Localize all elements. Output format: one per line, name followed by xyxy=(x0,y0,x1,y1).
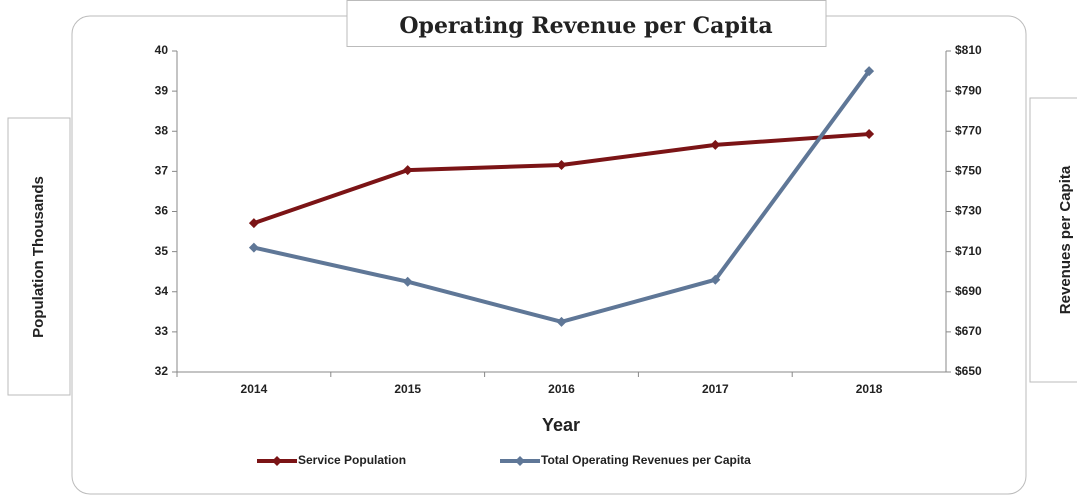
y-label-box xyxy=(7,117,71,396)
y2-tick-label: $750 xyxy=(955,164,982,178)
y2-tick-label: $690 xyxy=(955,284,982,298)
x-axis-label: Year xyxy=(542,415,580,435)
y2-tick-label: $790 xyxy=(955,83,982,97)
x-tick-label: 2015 xyxy=(394,382,421,396)
title-box xyxy=(346,0,827,47)
y2-tick-label: $770 xyxy=(955,123,982,137)
legend-marker xyxy=(515,456,525,466)
data-point xyxy=(710,139,721,150)
data-point xyxy=(710,274,721,285)
x-tick-label: 2017 xyxy=(702,382,729,396)
legend-label: Service Population xyxy=(298,453,406,467)
legend-marker xyxy=(272,456,282,466)
y-axis-label: Population Thousands xyxy=(30,176,47,338)
y2-tick-label: $810 xyxy=(955,43,982,57)
y2-tick-label: $650 xyxy=(955,364,982,378)
y2-tick-label: $670 xyxy=(955,324,982,338)
x-tick-label: 2014 xyxy=(241,382,268,396)
y2-axis-label: Revenues per Capita xyxy=(1057,165,1074,314)
y-tick-label: 32 xyxy=(155,364,169,378)
y2-tick-label: $730 xyxy=(955,204,982,218)
x-tick-label: 2018 xyxy=(856,382,883,396)
y-tick-label: 38 xyxy=(155,123,169,137)
data-point xyxy=(402,165,413,176)
y-tick-label: 33 xyxy=(155,324,169,338)
y2-label-box xyxy=(1029,97,1077,383)
y-tick-label: 37 xyxy=(155,164,169,178)
data-point xyxy=(248,218,259,229)
data-point xyxy=(864,66,875,77)
data-point xyxy=(556,316,567,327)
legend-label: Total Operating Revenues per Capita xyxy=(541,453,751,467)
data-point xyxy=(556,159,567,170)
y-tick-label: 35 xyxy=(155,244,169,258)
y2-tick-label: $710 xyxy=(955,244,982,258)
y-tick-label: 40 xyxy=(155,43,169,57)
y-tick-label: 36 xyxy=(155,204,169,218)
chart-title: Operating Revenue per Capita xyxy=(399,13,772,39)
x-tick-label: 2016 xyxy=(548,382,575,396)
y-tick-label: 39 xyxy=(155,83,169,97)
y-tick-label: 34 xyxy=(155,284,169,298)
data-point xyxy=(402,276,413,287)
data-point xyxy=(248,242,259,253)
data-point xyxy=(864,129,875,140)
